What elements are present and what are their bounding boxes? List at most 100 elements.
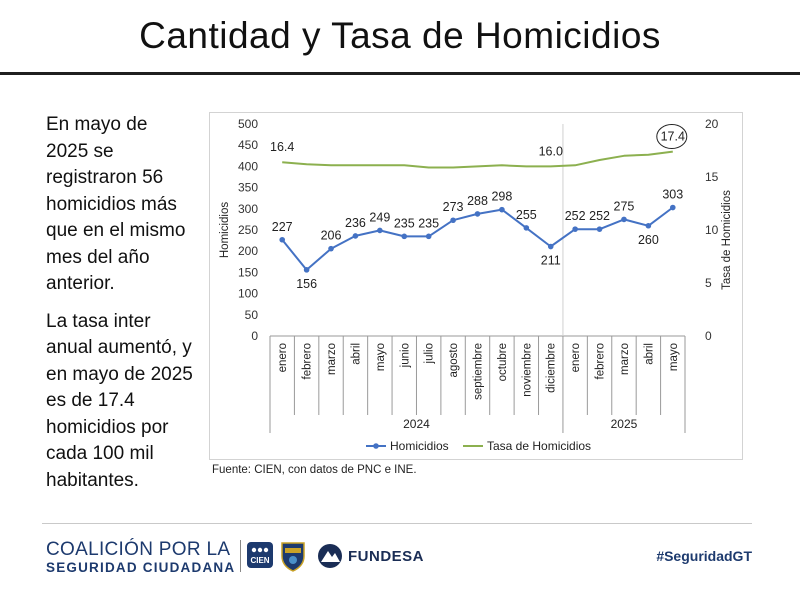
homicidios-data-label: 156 [296, 277, 317, 291]
hashtag: #SeguridadGT [656, 548, 752, 564]
fundesa-label: FUNDESA [348, 547, 425, 565]
y-left-tick-label: 150 [238, 265, 258, 279]
x-tick-label: septiembre [473, 343, 485, 400]
homicidios-point [352, 233, 359, 239]
homicidios-point [328, 245, 334, 252]
x-tick-label: julio [424, 343, 436, 364]
y-right-tick-label: 20 [705, 117, 719, 131]
x-tick-label: noviembre [521, 343, 533, 397]
series-line-tasa [282, 150, 673, 169]
tasa-highlight-circle [656, 124, 688, 150]
y-right-tick-label: 0 [705, 329, 712, 343]
title-bar: Cantidad y Tasa de Homicidios [0, 0, 800, 75]
homicidios-data-label: 252 [589, 209, 610, 223]
x-tick-label: marzo [326, 343, 338, 375]
x-tick-label: abril [643, 343, 655, 365]
y-right-tick-label: 5 [705, 276, 712, 290]
homicidios-point [645, 222, 652, 229]
footer-divider [42, 523, 752, 524]
homicidios-data-label: 275 [614, 199, 635, 213]
y-left-tick-label: 200 [238, 244, 258, 258]
y-left-tick-label: 300 [238, 202, 258, 216]
source-note: Fuente: CIEN, con datos de PNC e INE. [212, 464, 417, 476]
y-left-tick-label: 500 [238, 117, 258, 131]
homicidios-data-label: 255 [516, 208, 537, 222]
homicidios-point [279, 236, 286, 243]
homicidios-data-label: 235 [418, 216, 439, 230]
homicidios-point [669, 204, 676, 211]
footer-separator [240, 540, 241, 572]
coalition-line-2: SEGURIDAD CIUDADANA [46, 560, 236, 575]
homicidios-point [377, 227, 383, 234]
y-right-tick-label: 15 [705, 170, 719, 184]
summary-paragraph-2: La tasa inter anual aumentó, y en mayo d… [46, 310, 193, 491]
y-left-tick-label: 100 [238, 287, 258, 301]
tasa-data-label: 17.4 [661, 130, 685, 144]
fundesa-logo: FUNDESA [316, 543, 424, 569]
legend-homicidios-marker [373, 443, 379, 449]
shield-icon [279, 540, 307, 577]
homicidios-data-label: 273 [443, 200, 464, 214]
y-left-tick-label: 350 [238, 181, 258, 195]
homicidios-data-label: 236 [345, 216, 366, 230]
summary-text: En mayo de 2025 se registraron 56 homici… [46, 112, 194, 505]
tasa-data-label: 16.0 [539, 144, 563, 158]
x-tick-label: febrero [302, 343, 314, 379]
homicide-chart: 0 50 100 150 200 250 300 350 400 450 500 0 5 10 15 20 Ho… [219, 117, 733, 453]
homicidios-point [401, 233, 408, 240]
legend-tasa-label: Tasa de Homicidios [487, 439, 591, 453]
x-tick-label: marzo [619, 343, 631, 375]
homicidios-point [474, 211, 481, 217]
x-tick-label: abril [350, 343, 362, 365]
x-tick-label: enero [277, 343, 289, 372]
cien-logo: CIEN [247, 542, 273, 573]
chart-container: 0 50 100 150 200 250 300 350 400 450 500 0 5 10 15 20 Ho… [209, 112, 743, 460]
x-tick-label: junio [399, 343, 411, 368]
coalition-logo: COALICIÓN POR LA SEGURIDAD CIUDADANA [46, 540, 235, 575]
y-left-tick-label: 0 [251, 329, 258, 343]
y-left-tick-label: 250 [238, 223, 258, 237]
homicidios-data-label: 288 [467, 194, 488, 208]
homicidios-point [450, 217, 456, 224]
homicidios-point [547, 243, 554, 250]
x-year-label: 2025 [611, 417, 638, 431]
coalition-line-1: COALICIÓN POR LA [46, 539, 231, 560]
y-left-tick-label: 50 [245, 308, 259, 322]
homicidios-point [499, 206, 505, 213]
homicidios-point [303, 267, 310, 273]
x-tick-label: octubre [497, 343, 509, 381]
homicidios-data-label: 252 [565, 209, 586, 223]
homicidios-data-label: 303 [662, 188, 683, 202]
homicidios-data-label: 235 [394, 216, 415, 230]
homicidios-data-label: 249 [369, 210, 390, 224]
x-tick-label: mayo [668, 343, 680, 371]
y-right-axis-label: Tasa de Homicidios [721, 190, 733, 290]
x-tick-label: febrero [595, 343, 607, 379]
summary-paragraph-1: En mayo de 2025 se registraron 56 homici… [46, 114, 186, 294]
page-title: Cantidad y Tasa de Homicidios [139, 15, 661, 56]
homicidios-point [596, 226, 603, 232]
x-tick-label: diciembre [546, 343, 558, 393]
homicidios-data-label: 298 [491, 190, 512, 204]
homicidios-data-label: 227 [272, 220, 293, 234]
x-tick-label: mayo [375, 343, 387, 371]
y-left-axis-label: Homicidios [219, 202, 231, 258]
fundesa-mountain-icon [318, 544, 342, 568]
cien-logo-label: CIEN [250, 556, 269, 565]
homicidios-data-label: 206 [321, 229, 342, 243]
x-tick-label: enero [570, 343, 582, 372]
homicidios-data-label: 211 [541, 254, 561, 268]
tasa-data-label: 16.4 [270, 140, 294, 154]
legend-homicidios-label: Homicidios [390, 439, 449, 453]
homicidios-point [621, 216, 627, 223]
homicidios-point [523, 225, 530, 231]
homicidios-point [572, 226, 578, 232]
homicidios-point [425, 233, 432, 240]
homicidios-data-label: 260 [638, 233, 659, 247]
y-right-tick-label: 10 [705, 223, 719, 237]
y-left-tick-label: 450 [238, 138, 258, 152]
y-left-tick-label: 400 [238, 159, 258, 173]
x-tick-label: agosto [448, 343, 460, 378]
x-year-label: 2024 [403, 417, 430, 431]
